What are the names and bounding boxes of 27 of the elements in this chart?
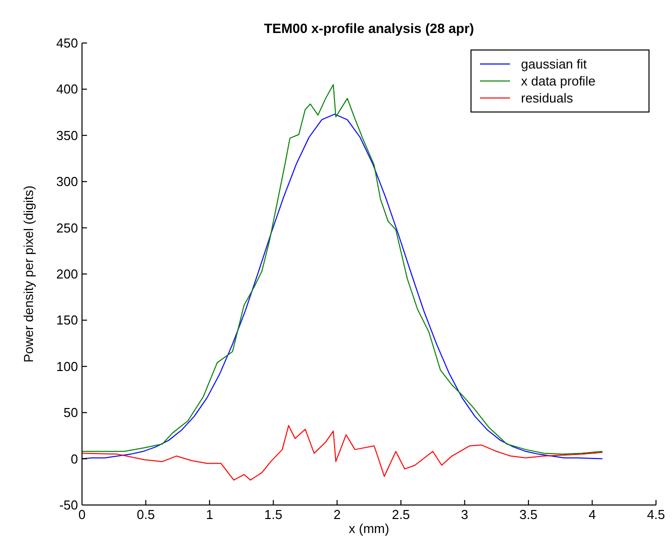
y-tick-label: 150	[56, 312, 78, 328]
y-tick-label: 250	[56, 220, 78, 236]
x-tick-label: 1	[206, 507, 214, 522]
x-tick-label: 2	[333, 507, 341, 522]
y-tick-label: 50	[64, 405, 78, 420]
y-tick-label: 0	[70, 451, 78, 466]
y-tick-label: 350	[56, 128, 78, 143]
legend-label: residuals	[521, 90, 574, 106]
y-tick-label: 100	[56, 358, 78, 374]
y-tick-label: 300	[56, 174, 78, 190]
y-tick-label: 400	[56, 82, 78, 97]
y-tick-label: 450	[56, 36, 78, 50]
x-tick-label: 3	[461, 507, 468, 522]
x-tick-label: 0.5	[136, 507, 155, 522]
x-axis-title: x (mm)	[348, 521, 390, 536]
legend-label: x data profile	[521, 74, 596, 88]
x-tick-label: 4.5	[646, 507, 666, 522]
y-tick-label: -50	[59, 498, 78, 512]
x-tick-label: 3.5	[519, 507, 538, 522]
x-tick-label: 1.5	[264, 507, 282, 522]
chart-title: TEM00 x-profile analysis (28 apr)	[264, 21, 474, 36]
line-series	[82, 425, 603, 481]
y-axis-title: Power density per pixel (digits)	[21, 185, 36, 363]
x-tick-label: 2.5	[392, 507, 410, 522]
x-tick-label: 4	[588, 507, 596, 522]
legend-label: gaussian fit	[521, 56, 588, 72]
y-tick-label: 200	[56, 266, 78, 282]
